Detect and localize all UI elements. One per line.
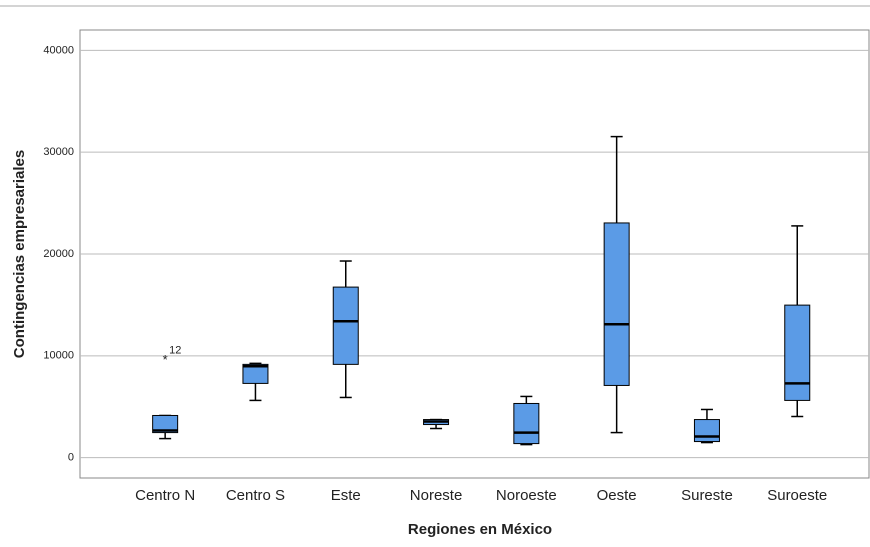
outlier-label: 12 [169, 344, 181, 356]
x-tick-label: Suroeste [767, 487, 827, 504]
x-tick-label: Oeste [597, 487, 637, 504]
y-tick-label: 0 [68, 452, 74, 464]
outlier: * [163, 352, 168, 367]
y-axis-title: Contingencias empresariales [11, 150, 28, 358]
box [513, 402, 540, 445]
x-tick-label: Noroeste [496, 487, 557, 504]
x-tick-label: Noreste [410, 487, 463, 504]
x-tick-label: Este [331, 487, 361, 504]
x-tick-label: Centro S [226, 487, 285, 504]
box [603, 222, 630, 386]
box [693, 419, 720, 443]
box [332, 286, 359, 365]
box [784, 304, 811, 401]
y-tick-label: 10000 [43, 350, 74, 362]
x-axis-title: Regiones en México [408, 521, 552, 538]
x-tick-label: Sureste [681, 487, 733, 504]
box [152, 414, 179, 434]
y-tick-label: 30000 [43, 146, 74, 158]
y-tick-label: 20000 [43, 248, 74, 260]
box [242, 363, 269, 384]
y-tick-label: 40000 [43, 44, 74, 56]
x-tick-label: Centro N [135, 487, 195, 504]
